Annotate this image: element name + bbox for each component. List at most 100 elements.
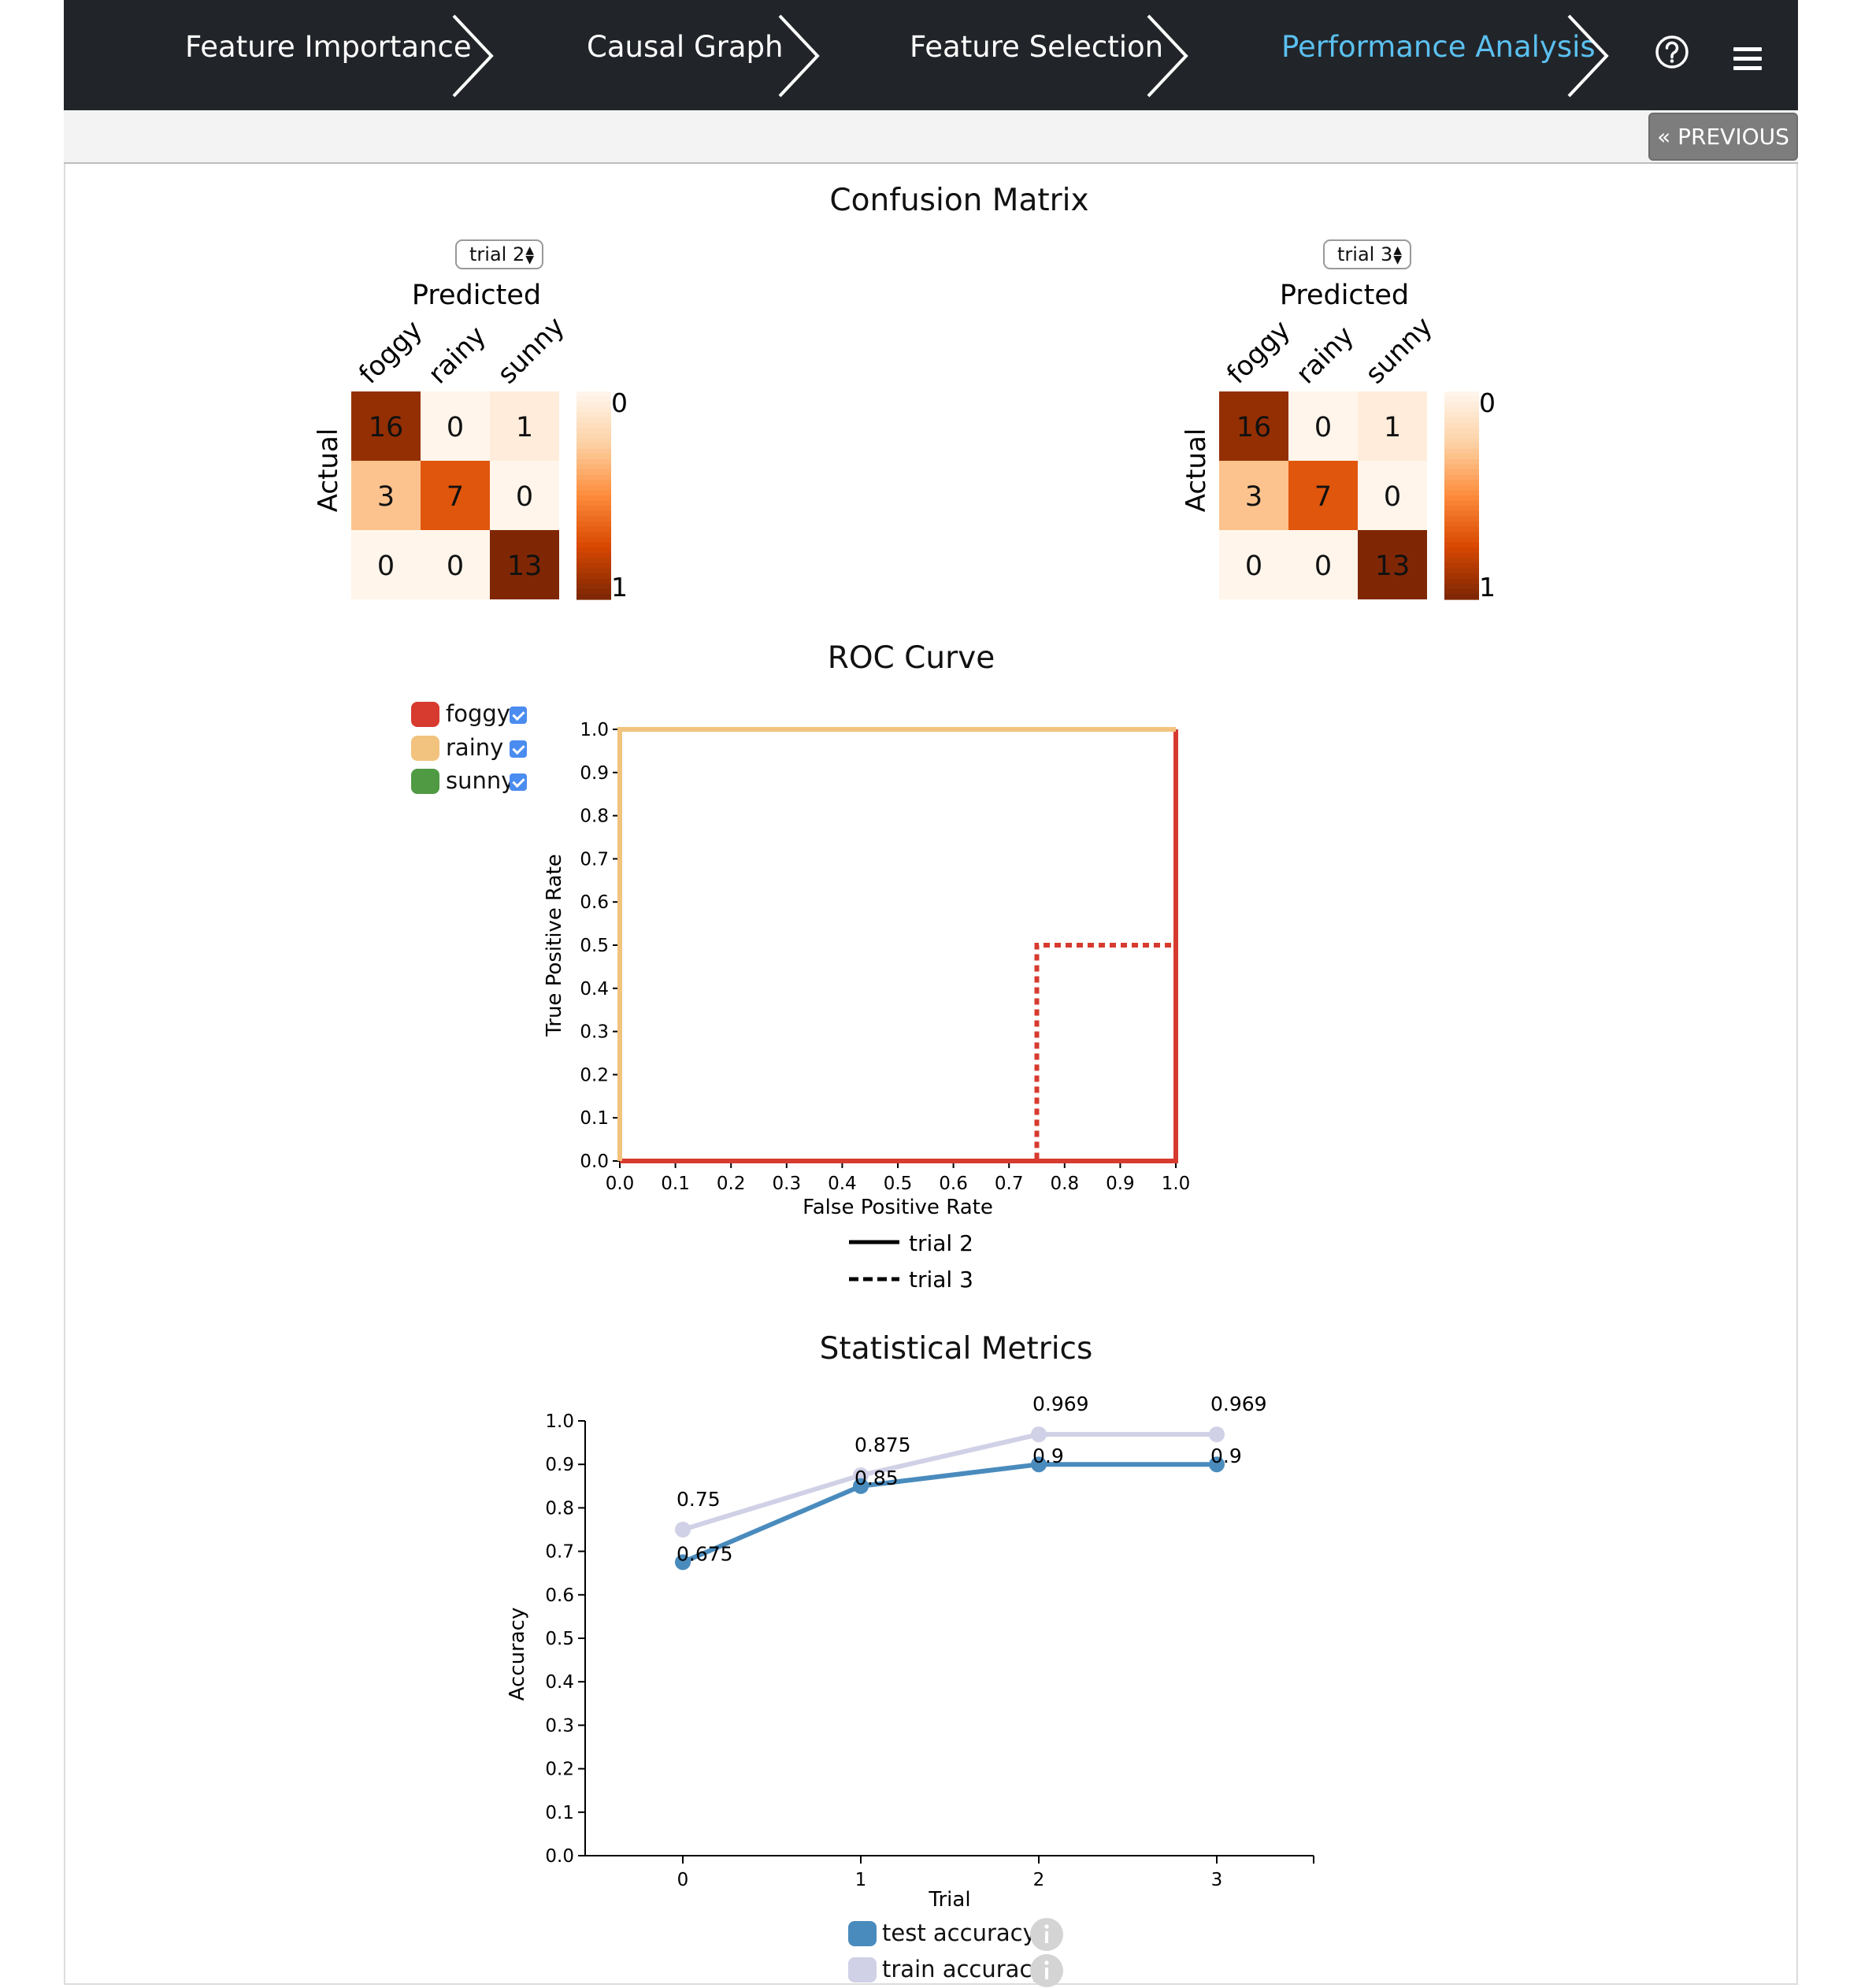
nav-step-causal-graph[interactable]: Causal Graph bbox=[587, 30, 784, 64]
color-scale-step bbox=[576, 588, 611, 595]
matrix-cell bbox=[490, 391, 559, 461]
color-scale-step bbox=[1444, 406, 1479, 413]
color-scale-step bbox=[576, 480, 611, 486]
color-scale-max: 1 bbox=[1479, 572, 1496, 603]
color-scale-step bbox=[1444, 412, 1479, 418]
workflow-nav bbox=[64, 0, 1798, 110]
color-scale-step bbox=[1444, 443, 1479, 450]
y-tick-label: 0.3 bbox=[580, 1022, 609, 1043]
x-tick-label: 0.2 bbox=[717, 1174, 746, 1194]
roc-y-axis-label: True Positive Rate bbox=[543, 854, 566, 1037]
y-tick-label: 0.7 bbox=[580, 849, 609, 870]
legend-label-rainy: rainy bbox=[446, 734, 504, 761]
chevron-right-icon bbox=[1147, 14, 1188, 98]
color-scale-min: 0 bbox=[1479, 388, 1496, 418]
matrix-cell bbox=[351, 461, 421, 530]
menu-icon[interactable] bbox=[1733, 47, 1762, 72]
color-scale-step bbox=[1444, 484, 1479, 491]
y-tick-label: 1.0 bbox=[580, 720, 609, 740]
x-tick-label: 0.5 bbox=[884, 1174, 913, 1194]
color-scale-step bbox=[1444, 584, 1479, 590]
color-scale-step bbox=[576, 573, 611, 580]
color-scale-step bbox=[1444, 422, 1479, 428]
matrix-cell bbox=[1219, 461, 1288, 530]
trial-select-left[interactable]: trial 2 ▲ ▼ bbox=[455, 239, 543, 269]
y-tick-label: 0.9 bbox=[580, 763, 609, 784]
color-scale-step bbox=[1444, 578, 1479, 584]
color-scale-step bbox=[1444, 480, 1479, 486]
color-scale-step bbox=[1444, 454, 1479, 460]
color-scale-step bbox=[576, 396, 611, 402]
y-tick-label: 0.0 bbox=[580, 1152, 609, 1172]
color-scale-step bbox=[576, 422, 611, 428]
color-scale-step bbox=[1444, 562, 1479, 569]
color-scale-step bbox=[576, 490, 611, 496]
matrix-cell-value: 0 bbox=[447, 412, 464, 443]
matrix-cell-value: 0 bbox=[1314, 412, 1332, 443]
color-scale-step bbox=[1444, 402, 1479, 408]
matrix-cell-value: 3 bbox=[377, 481, 395, 513]
predicted-axis-label: Predicted bbox=[412, 280, 541, 311]
color-scale-step bbox=[1444, 536, 1479, 543]
y-tick-label: 0.5 bbox=[580, 936, 609, 956]
roc-line-rainy-trial-2 bbox=[617, 727, 1176, 1161]
checkbox-rainy[interactable] bbox=[510, 740, 527, 758]
previous-button[interactable]: « PREVIOUS bbox=[1648, 113, 1798, 161]
matrix-cell bbox=[351, 391, 421, 461]
y-tick-label: 0.4 bbox=[580, 979, 609, 1000]
matrix-cell bbox=[1288, 530, 1358, 599]
nav-step-feature-importance[interactable]: Feature Importance bbox=[185, 30, 472, 64]
color-scale-step bbox=[1444, 391, 1479, 398]
nav-step-feature-selection[interactable]: Feature Selection bbox=[910, 30, 1164, 64]
x-tick-label: 0.9 bbox=[1106, 1174, 1135, 1194]
legend-label-train-accuracy: train accuracy bbox=[882, 1956, 1046, 1982]
confusion-matrix-title: Confusion Matrix bbox=[829, 183, 1089, 218]
matrix-cell-value: 13 bbox=[1375, 551, 1411, 582]
trial-select-value: trial 2 bbox=[469, 243, 525, 265]
x-tick-label: 0.3 bbox=[773, 1174, 802, 1194]
color-scale-step bbox=[576, 578, 611, 584]
matrix-cell-value: 0 bbox=[377, 551, 395, 582]
color-scale-step bbox=[576, 526, 611, 532]
legend-label-sunny: sunny bbox=[446, 767, 515, 794]
color-scale-step bbox=[576, 438, 611, 444]
color-scale-step bbox=[576, 458, 611, 465]
actual-axis-label: Actual bbox=[313, 428, 344, 513]
color-scale-step bbox=[1444, 573, 1479, 580]
color-scale-step bbox=[1444, 432, 1479, 439]
color-scale-step bbox=[1444, 464, 1479, 470]
select-arrows-icon: ▲ ▼ bbox=[1393, 244, 1402, 266]
matrix-cell bbox=[490, 530, 559, 599]
matrix-cell bbox=[1219, 391, 1288, 461]
info-icon[interactable] bbox=[1029, 1917, 1064, 1952]
x-tick-label: 0.8 bbox=[1051, 1174, 1080, 1194]
color-scale-min: 0 bbox=[611, 388, 628, 418]
info-icon[interactable] bbox=[1029, 1953, 1064, 1988]
chevron-right-icon bbox=[1567, 14, 1609, 98]
checkbox-sunny[interactable] bbox=[510, 773, 527, 791]
actual-axis-label: Actual bbox=[1181, 428, 1212, 513]
matrix-cell-value: 7 bbox=[1314, 481, 1332, 513]
color-scale-step bbox=[576, 428, 611, 434]
color-scale-step bbox=[576, 584, 611, 590]
help-icon[interactable] bbox=[1655, 35, 1689, 69]
color-scale-step bbox=[576, 500, 611, 506]
select-arrows-icon: ▲ ▼ bbox=[525, 244, 534, 266]
matrix-cell-value: 13 bbox=[507, 551, 543, 582]
legend-swatch-train-accuracy bbox=[848, 1957, 877, 1982]
color-scale-step bbox=[1444, 506, 1479, 512]
color-scale-step bbox=[576, 406, 611, 413]
matrix-cell-value: 0 bbox=[1245, 551, 1262, 582]
legend-swatch-foggy bbox=[411, 702, 439, 727]
color-scale-step bbox=[576, 552, 611, 558]
color-scale-step bbox=[1444, 428, 1479, 434]
matrix-cell-value: 16 bbox=[369, 412, 404, 443]
color-scale-step bbox=[576, 506, 611, 512]
color-scale-step bbox=[1444, 495, 1479, 502]
y-tick-label: 0.2 bbox=[580, 1065, 609, 1085]
color-scale-step bbox=[576, 558, 611, 564]
color-scale-step bbox=[1444, 547, 1479, 554]
checkbox-foggy[interactable] bbox=[510, 707, 527, 724]
trial-select-right[interactable]: trial 3 ▲ ▼ bbox=[1323, 239, 1411, 269]
nav-step-performance-analysis[interactable]: Performance Analysis bbox=[1281, 30, 1596, 64]
